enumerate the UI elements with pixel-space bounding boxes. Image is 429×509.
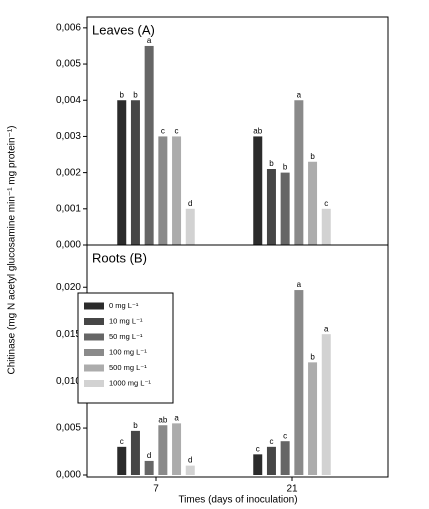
bar xyxy=(308,161,318,245)
bar xyxy=(130,430,140,475)
legend-label: 100 mg L⁻¹ xyxy=(109,347,147,356)
panel-title: Leaves (A) xyxy=(92,22,155,37)
bar xyxy=(172,136,182,245)
significance-letter: a xyxy=(174,413,179,422)
x-axis-title: Times (days of inoculation) xyxy=(178,495,297,506)
bar xyxy=(158,136,168,245)
y-tick-label: 0,005 xyxy=(56,423,81,434)
bar xyxy=(253,454,263,475)
bar xyxy=(321,208,331,245)
bar xyxy=(308,362,318,475)
significance-letter: c xyxy=(120,437,124,446)
significance-letter: b xyxy=(269,159,274,168)
bar xyxy=(144,45,154,246)
significance-letter: b xyxy=(310,352,315,361)
significance-letter: a xyxy=(297,90,302,99)
bar xyxy=(280,441,290,475)
y-tick-label: 0,006 xyxy=(56,22,81,33)
legend-label: 500 mg L⁻¹ xyxy=(109,363,147,372)
significance-letter: a xyxy=(147,36,152,45)
legend-swatch xyxy=(84,349,104,356)
significance-letter: b xyxy=(283,163,288,172)
significance-letter: ab xyxy=(158,415,167,424)
significance-letter: c xyxy=(256,444,260,453)
bar xyxy=(294,290,304,475)
significance-letter: ab xyxy=(253,127,262,136)
legend-swatch xyxy=(84,302,104,310)
significance-letter: b xyxy=(133,421,138,430)
significance-letter: a xyxy=(324,324,329,333)
y-tick-label: 0,020 xyxy=(56,282,81,293)
y-tick-label: 0,003 xyxy=(56,131,81,142)
significance-letter: b xyxy=(120,90,125,99)
significance-letter: d xyxy=(188,456,192,465)
x-tick-label: 21 xyxy=(286,484,298,495)
y-tick-label: 0,002 xyxy=(56,167,81,178)
significance-letter: c xyxy=(161,127,165,136)
significance-letter: a xyxy=(297,280,302,289)
bar xyxy=(253,136,263,245)
y-tick-label: 0,004 xyxy=(56,95,81,106)
significance-letter: c xyxy=(175,127,179,136)
bar xyxy=(266,446,276,475)
bar xyxy=(172,423,182,475)
panel-title: Roots (B) xyxy=(92,250,147,265)
y-tick-label: 0,000 xyxy=(56,470,81,481)
y-tick-label: 0,005 xyxy=(56,59,81,70)
y-tick-label: 0,010 xyxy=(56,376,81,387)
significance-letter: d xyxy=(188,199,192,208)
significance-letter: b xyxy=(310,152,315,161)
bar xyxy=(294,100,304,245)
significance-letter: c xyxy=(324,199,328,208)
bar xyxy=(321,334,331,475)
legend-label: 0 mg L⁻¹ xyxy=(109,301,139,310)
bar xyxy=(266,169,276,245)
y-tick-label: 0,001 xyxy=(56,203,81,214)
bar xyxy=(117,100,127,245)
significance-letter: c xyxy=(269,437,273,446)
bar xyxy=(158,425,168,475)
legend-label: 10 mg L⁻¹ xyxy=(109,316,143,325)
legend-swatch xyxy=(84,318,104,325)
y-tick-label: 0,000 xyxy=(56,240,81,251)
bar xyxy=(117,446,127,475)
bar xyxy=(144,460,154,475)
significance-letter: c xyxy=(283,431,287,440)
x-tick-label: 7 xyxy=(153,484,159,495)
y-axis-title: Chitinase (mg N acetyl glucosamine min⁻¹… xyxy=(7,126,18,375)
legend-label: 1000 mg L⁻¹ xyxy=(109,378,151,387)
legend-swatch xyxy=(84,364,104,372)
bar xyxy=(280,172,290,245)
y-tick-label: 0,015 xyxy=(56,329,81,340)
significance-letter: b xyxy=(133,90,138,99)
bar xyxy=(185,465,195,475)
bar xyxy=(185,208,195,245)
legend-swatch xyxy=(84,333,104,341)
legend-swatch xyxy=(84,380,104,387)
bar xyxy=(130,100,140,245)
legend-label: 50 mg L⁻¹ xyxy=(109,332,143,341)
significance-letter: d xyxy=(147,451,151,460)
